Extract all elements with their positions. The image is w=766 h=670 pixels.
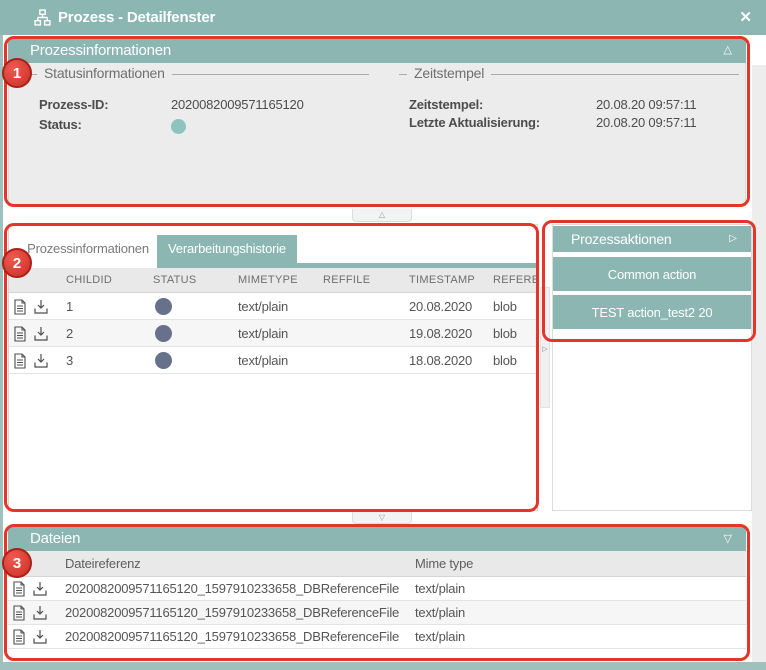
files-table-header: Dateireferenz Mime type: [8, 551, 746, 577]
timestamp-label: Zeitstempel:: [409, 97, 484, 112]
process-info-body: Statusinformationen Prozess-ID: 20200820…: [8, 63, 746, 206]
cell-timestamp: 18.08.2020: [409, 353, 473, 368]
col-reffile: REFFILE: [323, 274, 371, 286]
status-info-group: Statusinformationen Prozess-ID: 20200820…: [29, 65, 369, 196]
process-actions-header: Prozessaktionen ▷: [553, 226, 751, 252]
expand-right-icon: ▷: [542, 346, 548, 353]
col-reference: REFERENCE: [493, 274, 538, 286]
cell-mimetype: text/plain: [238, 326, 289, 341]
download-icon[interactable]: [33, 299, 49, 315]
window-border-left: [0, 35, 3, 670]
last-update-label: Letzte Aktualisierung:: [409, 115, 540, 130]
document-icon[interactable]: [13, 326, 27, 342]
close-icon[interactable]: ✕: [739, 9, 752, 26]
process-id-value: 2020082009571165120: [171, 97, 304, 112]
timestamp-group: Zeitstempel Zeitstempel: 20.08.20 09:57:…: [399, 65, 739, 196]
splitter-collapse-up[interactable]: △: [352, 209, 412, 222]
document-icon[interactable]: [12, 629, 26, 645]
document-icon[interactable]: [13, 353, 27, 369]
status-label: Status:: [39, 117, 82, 132]
status-info-legend: Statusinformationen: [37, 65, 172, 81]
cell-childid: 3: [66, 353, 74, 368]
cell-file-reference: 2020082009571165120_1597910233658_DBRefe…: [65, 629, 400, 644]
process-actions-panel: Prozessaktionen ▷ Common action TEST act…: [552, 224, 752, 511]
process-sitemap-icon: [34, 9, 51, 26]
cell-file-mime: text/plain: [415, 605, 466, 620]
cell-mimetype: text/plain: [238, 299, 289, 314]
tab-verarbeitungshistorie[interactable]: Verarbeitungshistorie: [157, 235, 297, 263]
download-icon[interactable]: [32, 605, 48, 621]
splitter-collapse-down[interactable]: ▽: [352, 512, 412, 524]
process-info-header-title: Prozessinformationen: [30, 42, 172, 59]
download-icon[interactable]: [33, 326, 49, 342]
timestamp-value: 20.08.20 09:57:11: [596, 97, 697, 112]
cell-file-mime: text/plain: [415, 581, 466, 596]
process-id-label: Prozess-ID:: [39, 97, 109, 112]
col-childid: CHILDID: [66, 274, 113, 286]
col-mimetype: MIMETYPE: [238, 274, 298, 286]
annotation-badge-3: 3: [2, 548, 32, 578]
process-info-header: Prozessinformationen △: [8, 38, 746, 63]
col-status: STATUS: [153, 274, 197, 286]
tab-underline: [157, 263, 537, 268]
splitter-down-icon: ▽: [378, 513, 386, 522]
tab-prozessinformationen[interactable]: Prozessinformationen: [19, 235, 157, 263]
process-actions-title: Prozessaktionen: [571, 231, 672, 247]
cell-timestamp: 20.08.2020: [409, 299, 473, 314]
annotation-badge-1: 1: [2, 58, 32, 88]
last-update-value: 20.08.20 09:57:11: [596, 115, 697, 130]
cell-mimetype: text/plain: [238, 353, 289, 368]
cell-childid: 1: [66, 299, 74, 314]
download-icon[interactable]: [32, 629, 48, 645]
document-icon[interactable]: [12, 605, 26, 621]
table-row[interactable]: 3 text/plain 18.08.2020 blob: [9, 347, 537, 374]
collapse-down-icon[interactable]: ▽: [723, 533, 732, 545]
common-action-button[interactable]: Common action: [553, 257, 751, 291]
collapse-up-icon[interactable]: △: [723, 44, 732, 56]
cell-timestamp: 19.08.2020: [409, 326, 473, 341]
history-panel: Prozessinformationen Verarbeitungshistor…: [8, 224, 538, 511]
timestamp-legend: Zeitstempel: [407, 65, 492, 81]
cell-file-mime: text/plain: [415, 629, 466, 644]
status-dot: [155, 325, 172, 342]
download-icon[interactable]: [32, 581, 48, 597]
col-dateireferenz: Dateireferenz: [65, 556, 141, 571]
history-table-header: CHILDID STATUS MIMETYPE REFFILE TIMESTAM…: [9, 268, 538, 293]
panel-expander[interactable]: ▷: [540, 287, 550, 408]
window-margin-right-top: [752, 35, 766, 65]
cell-file-reference: 2020082009571165120_1597910233658_DBRefe…: [65, 605, 400, 620]
cell-childid: 2: [66, 326, 74, 341]
table-row[interactable]: 2 text/plain 19.08.2020 blob: [9, 320, 537, 347]
document-icon[interactable]: [13, 299, 27, 315]
window-border-bottom: [0, 662, 766, 670]
file-row[interactable]: 2020082009571165120_1597910233658_DBRefe…: [8, 577, 746, 601]
expand-right-icon[interactable]: ▷: [729, 233, 737, 244]
col-timestamp: TIMESTAMP: [409, 274, 476, 286]
cell-file-reference: 2020082009571165120_1597910233658_DBRefe…: [65, 581, 400, 596]
window-titlebar: Prozess - Detailfenster ✕: [0, 0, 766, 35]
files-header: Dateien ▽: [8, 527, 746, 551]
col-mime-type: Mime type: [415, 556, 474, 571]
test-action-button[interactable]: TEST action_test2 20: [553, 295, 751, 329]
annotation-badge-2: 2: [2, 248, 32, 278]
file-row[interactable]: 2020082009571165120_1597910233658_DBRefe…: [8, 625, 746, 649]
status-indicator-dot: [171, 119, 186, 134]
cell-reference: blob: [493, 299, 517, 314]
window-title: Prozess - Detailfenster: [58, 9, 216, 26]
cell-reference: blob: [493, 326, 517, 341]
cell-reference: blob: [493, 353, 517, 368]
status-dot: [155, 298, 172, 315]
document-icon[interactable]: [12, 581, 26, 597]
splitter-up-icon: △: [378, 210, 386, 219]
download-icon[interactable]: [33, 353, 49, 369]
files-header-title: Dateien: [30, 530, 81, 547]
window-margin-right: [752, 65, 766, 662]
file-row[interactable]: 2020082009571165120_1597910233658_DBRefe…: [8, 601, 746, 625]
table-row[interactable]: 1 text/plain 20.08.2020 blob: [9, 293, 537, 320]
status-dot: [155, 352, 172, 369]
